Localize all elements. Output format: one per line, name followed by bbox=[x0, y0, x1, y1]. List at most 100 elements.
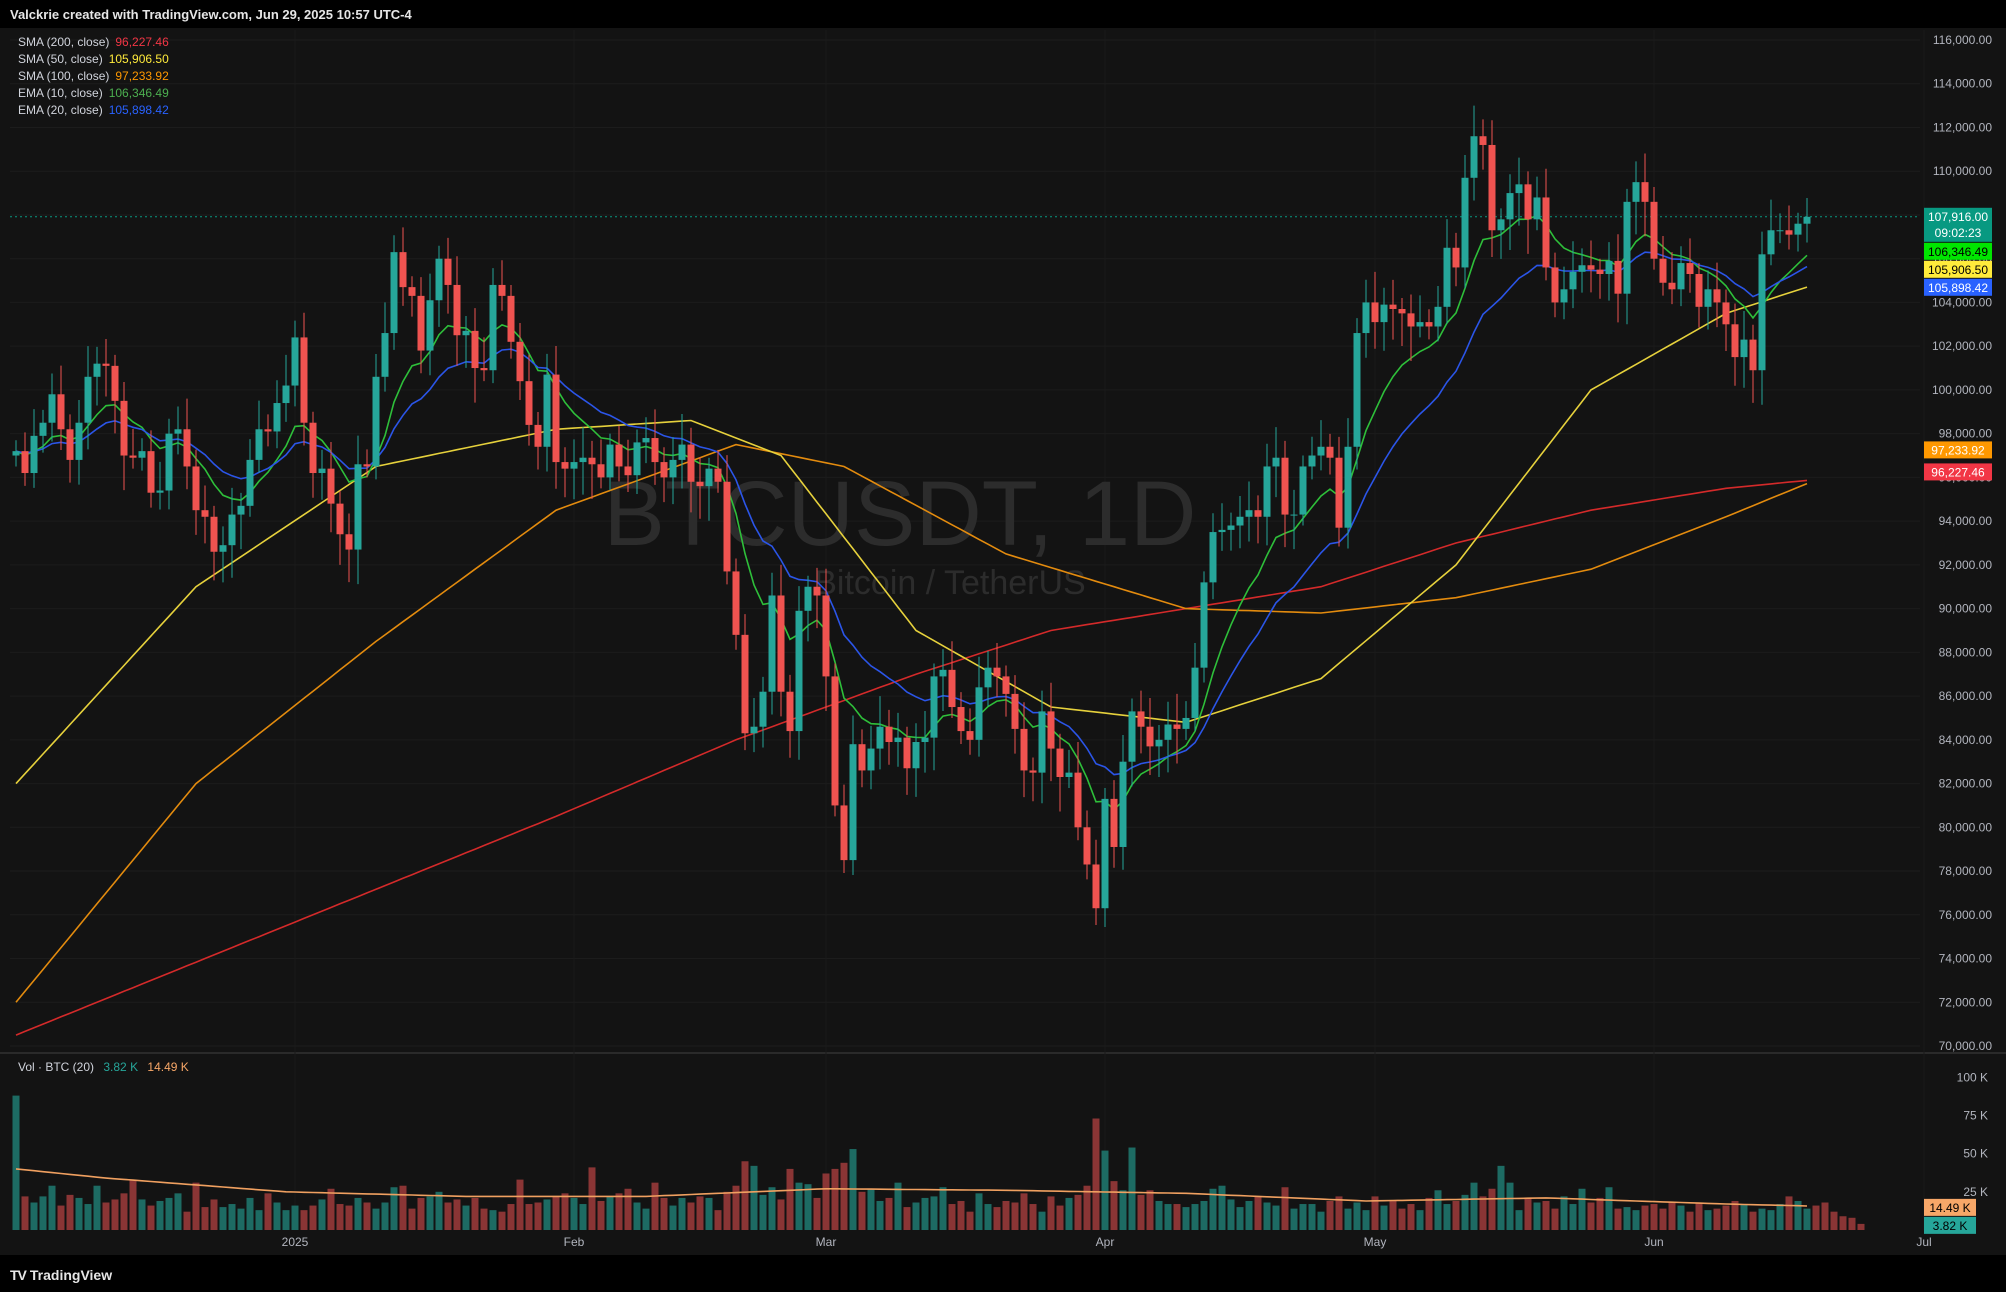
candle-body bbox=[1704, 289, 1712, 307]
volume-bar bbox=[111, 1199, 119, 1230]
candle-body bbox=[867, 748, 875, 771]
volume-bar bbox=[1443, 1204, 1451, 1230]
volume-bar bbox=[1344, 1208, 1352, 1230]
volume-bar bbox=[1128, 1147, 1136, 1230]
candle-body bbox=[1461, 177, 1469, 268]
volume-bar bbox=[192, 1182, 200, 1230]
volume-bar bbox=[696, 1196, 704, 1230]
candle-body bbox=[912, 742, 920, 769]
candle-body bbox=[1569, 271, 1577, 290]
candle-body bbox=[804, 586, 812, 611]
candle-body bbox=[1128, 711, 1136, 762]
candle-body bbox=[30, 435, 38, 474]
candle-body bbox=[1470, 136, 1478, 178]
tradingview-logo-icon: TV bbox=[10, 1267, 27, 1283]
volume-bar bbox=[1704, 1210, 1712, 1230]
x-tick-label: Apr bbox=[1096, 1235, 1115, 1249]
volume-bars bbox=[12, 1095, 1865, 1230]
candle-body bbox=[291, 337, 299, 386]
candle-body bbox=[588, 457, 596, 465]
y-tick-label: 90,000.00 bbox=[1939, 602, 1993, 616]
volume-bar bbox=[174, 1193, 182, 1230]
legend-row[interactable]: EMA (10, close) 106,346.49 bbox=[18, 85, 169, 102]
volume-bar bbox=[1596, 1197, 1604, 1230]
candle-body bbox=[1164, 724, 1172, 740]
sma-50-line bbox=[15, 286, 1808, 785]
volume-bar bbox=[1767, 1210, 1775, 1230]
candle-body bbox=[1776, 230, 1784, 232]
candle-body bbox=[696, 481, 704, 487]
volume-bar bbox=[1470, 1182, 1478, 1230]
volume-bar bbox=[1326, 1200, 1334, 1230]
candle-body bbox=[1677, 263, 1685, 290]
volume-bar bbox=[1164, 1204, 1172, 1230]
candle-body bbox=[255, 429, 263, 460]
volume-bar bbox=[1200, 1200, 1208, 1230]
candle-body bbox=[1272, 457, 1280, 467]
volume-bar bbox=[48, 1185, 56, 1230]
candle-body bbox=[1785, 230, 1793, 235]
volume-bar bbox=[390, 1187, 398, 1230]
price-label-text: 105,906.50 bbox=[1928, 263, 1988, 277]
legend-value: 96,227.46 bbox=[115, 35, 169, 49]
candle-body bbox=[669, 459, 677, 478]
candle-body bbox=[318, 468, 326, 474]
volume-bar bbox=[624, 1188, 632, 1230]
volume-label-box bbox=[1924, 1198, 1976, 1216]
volume-bar bbox=[606, 1196, 614, 1230]
candle-body bbox=[759, 691, 767, 727]
candle-body bbox=[750, 726, 758, 734]
volume-bar bbox=[1011, 1202, 1019, 1230]
candle-body bbox=[1191, 667, 1199, 718]
candle-body bbox=[174, 429, 182, 434]
volume-bar bbox=[813, 1197, 821, 1230]
candle-body bbox=[768, 595, 776, 692]
candle-body bbox=[165, 433, 173, 491]
candle-body bbox=[57, 394, 65, 430]
candle-body bbox=[1623, 201, 1631, 294]
candle-body bbox=[1587, 265, 1595, 270]
candle-body bbox=[840, 805, 848, 861]
candle-body bbox=[462, 330, 470, 336]
candle-body bbox=[1722, 302, 1730, 325]
legend-row[interactable]: EMA (20, close) 105,898.42 bbox=[18, 102, 169, 119]
candle-body bbox=[723, 481, 731, 572]
volume-bar bbox=[705, 1197, 713, 1230]
volume-bar bbox=[21, 1196, 29, 1230]
legend-name: EMA (10, close) bbox=[18, 86, 103, 100]
legend-name: EMA (20, close) bbox=[18, 103, 103, 117]
volume-bar bbox=[759, 1194, 767, 1230]
legend-value: 106,346.49 bbox=[108, 86, 169, 100]
volume-bar bbox=[1137, 1194, 1145, 1230]
candle-body bbox=[1641, 182, 1649, 202]
candle-body bbox=[282, 385, 290, 404]
legend-row[interactable]: SMA (200, close) 96,227.46 bbox=[18, 34, 169, 51]
candle-body bbox=[1173, 724, 1181, 729]
volume-bar bbox=[165, 1197, 173, 1230]
volume-bar bbox=[831, 1168, 839, 1230]
volume-bar bbox=[921, 1197, 929, 1230]
volume-bar bbox=[57, 1205, 65, 1230]
candle-body bbox=[354, 464, 362, 550]
volume-bar bbox=[1677, 1205, 1685, 1230]
legend-row[interactable]: SMA (100, close) 97,233.92 bbox=[18, 68, 169, 85]
volume-bar bbox=[1632, 1210, 1640, 1230]
volume-bar bbox=[273, 1202, 281, 1230]
candle-body bbox=[1731, 324, 1739, 358]
candle-body bbox=[1083, 827, 1091, 865]
volume-bar bbox=[354, 1197, 362, 1230]
candle-body bbox=[1020, 728, 1028, 771]
volume-bar bbox=[615, 1193, 623, 1230]
volume-legend-value1: 3.82 K bbox=[103, 1060, 139, 1074]
candle-body bbox=[390, 252, 398, 334]
candle-body bbox=[1245, 510, 1253, 517]
legend-row[interactable]: SMA (50, close) 105,906.50 bbox=[18, 51, 169, 68]
candle-body bbox=[624, 466, 632, 476]
volume-bar bbox=[1434, 1190, 1442, 1230]
volume-bar bbox=[1002, 1200, 1010, 1230]
tradingview-logo[interactable]: TV TradingView bbox=[10, 1267, 112, 1283]
volume-bar bbox=[1668, 1202, 1676, 1230]
candle-body bbox=[138, 451, 146, 458]
y-tick-label: 86,000.00 bbox=[1939, 689, 1993, 703]
